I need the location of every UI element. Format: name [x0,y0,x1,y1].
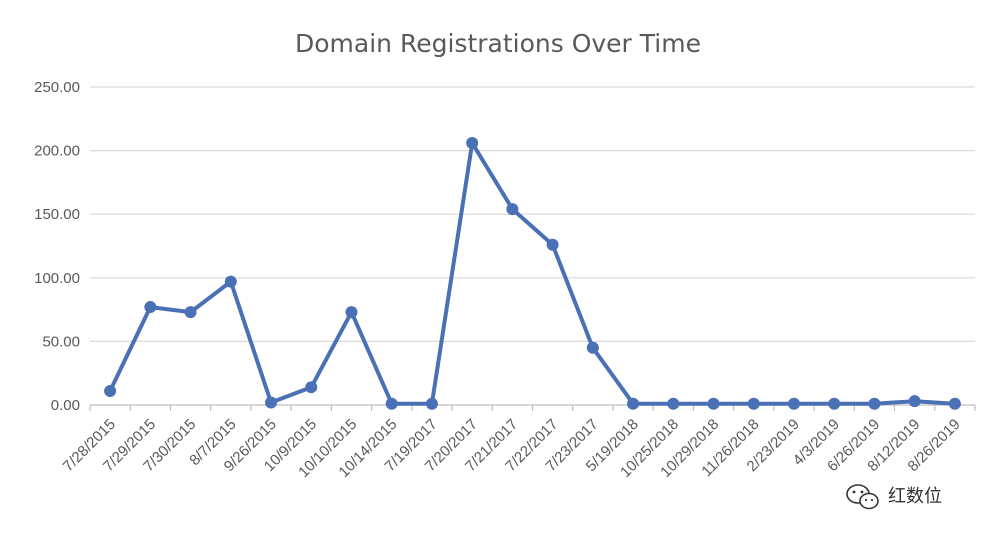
data-point [707,397,720,410]
series-layer [104,136,961,410]
data-point [506,203,519,216]
data-point [184,306,197,319]
chart-title: Domain Registrations Over Time [295,29,701,58]
data-point [747,397,760,410]
gridlines [90,86,975,342]
data-point [385,397,398,410]
data-point [265,396,278,409]
y-tick-label: 100.00 [34,270,80,287]
data-point [546,238,559,251]
data-point [305,381,318,394]
series-line [108,141,957,406]
data-point [667,397,680,410]
data-point [104,385,117,398]
y-axis-tick-labels: 0.00 50.00 100.00 150.00 200.00 250.00 [34,79,80,414]
data-point [868,397,881,410]
data-point [144,301,157,314]
watermark: 红数位 [846,484,942,510]
y-tick-label: 250.00 [34,79,80,96]
y-tick-label: 50.00 [42,333,80,350]
data-point [425,397,438,410]
data-point [466,136,479,149]
x-axis-tick-labels: 7/28/20157/29/20157/30/20158/7/20159/26/… [60,416,964,481]
y-tick-label: 0.00 [51,397,80,414]
data-point [948,397,961,410]
data-point [787,397,800,410]
wechat-icon [846,484,879,510]
x-axis [89,404,976,411]
y-tick-label: 200.00 [34,143,80,160]
data-point [586,341,599,354]
data-point [224,275,237,288]
data-point [828,397,841,410]
y-tick-label: 150.00 [34,206,80,223]
watermark-text: 红数位 [888,486,942,507]
data-point [627,397,640,410]
data-point [908,395,921,408]
data-point [345,306,358,319]
